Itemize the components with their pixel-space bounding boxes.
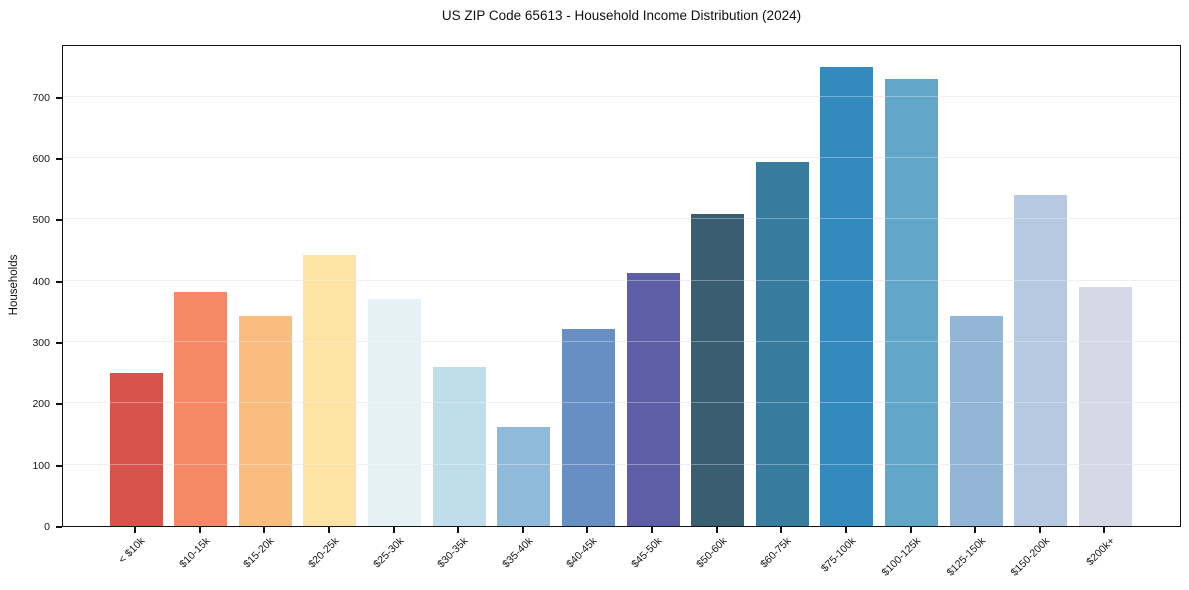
bar--100-125k [885, 78, 939, 526]
y-tick-mark [56, 158, 62, 161]
y-tick-mark [56, 280, 62, 283]
bar--60-75k [755, 161, 809, 526]
bar--40-45k [561, 328, 615, 526]
x-tick-mark [1103, 527, 1106, 533]
x-tick-mark [392, 527, 395, 533]
bar--10-15k [174, 292, 228, 526]
bar--125-150k [949, 315, 1003, 526]
y-tick-label: 600 [32, 153, 50, 166]
x-tick-mark [974, 527, 977, 533]
x-tick-label: < $10k [116, 535, 148, 566]
plot-area [62, 45, 1181, 527]
y-tick-label: 300 [32, 337, 50, 350]
gridline [63, 95, 1180, 97]
y-tick-label: 400 [32, 275, 50, 288]
y-tick-mark [56, 403, 62, 406]
y-tick-mark [56, 342, 62, 345]
gridline [63, 218, 1180, 220]
y-tick-mark [56, 526, 62, 528]
chart-title: US ZIP Code 65613 - Household Income Dis… [441, 8, 802, 23]
bar--10k [109, 372, 163, 526]
x-tick-mark [327, 527, 330, 533]
x-tick-mark [844, 527, 847, 533]
x-tick-label: $50-60k [693, 535, 730, 571]
x-tick-label: $40-45k [564, 535, 600, 571]
x-tick-label: $75-100k [818, 535, 859, 575]
gridline [63, 218, 1180, 220]
y-tick-label: 0 [44, 521, 50, 533]
bar--15-20k [238, 316, 292, 526]
y-tick-label: 200 [32, 398, 50, 411]
x-tick-mark [134, 527, 136, 533]
x-tick-mark [263, 527, 266, 533]
gridline [63, 279, 1180, 281]
bar--150-200k [1014, 195, 1068, 526]
gridline [63, 341, 1180, 343]
x-tick-label: $45-50k [629, 535, 665, 571]
bar--50-60k [691, 214, 745, 526]
x-tick-label: $25-30k [370, 535, 407, 571]
y-tick-mark [56, 219, 62, 222]
y-tick-label: 500 [32, 214, 50, 227]
y-tick-mark [56, 464, 62, 467]
y-tick-mark [56, 96, 62, 99]
x-tick-label: $200k+ [1083, 535, 1117, 569]
gridline [63, 463, 1180, 465]
y-tick-label: 100 [32, 459, 50, 472]
bar--20-25k [303, 254, 357, 526]
gridline [63, 463, 1180, 465]
x-tick-mark [651, 527, 653, 533]
x-tick-mark [198, 527, 201, 533]
bar--25-30k [368, 299, 421, 526]
gridline [63, 95, 1180, 97]
x-tick-mark [715, 527, 718, 533]
x-tick-label: $150-200k [1008, 535, 1053, 579]
x-tick-mark [909, 527, 912, 533]
x-tick-label: $20-25k [306, 535, 342, 571]
x-tick-mark [1038, 527, 1041, 533]
x-tick-label: $125-150k [944, 535, 988, 579]
x-tick-label: $100-125k [879, 535, 924, 579]
gridline [63, 341, 1180, 343]
bar--45-50k [626, 273, 680, 526]
x-tick-label: $60-75k [758, 535, 794, 571]
gridline [63, 402, 1180, 404]
x-tick-label: $30-35k [435, 535, 471, 571]
x-tick-mark [586, 527, 589, 533]
bar--30-35k [432, 366, 486, 526]
gridline [63, 279, 1180, 281]
y-tick-label: 700 [32, 91, 50, 104]
gridline [63, 402, 1180, 404]
bar--200k- [1078, 286, 1132, 526]
gridline [63, 157, 1180, 159]
x-tick-label: $35-40k [499, 535, 536, 571]
bar--35-40k [497, 426, 551, 526]
gridline [63, 157, 1180, 159]
x-tick-mark [780, 527, 783, 533]
bar--75-100k [820, 67, 874, 526]
x-tick-mark [521, 527, 524, 533]
x-tick-label: $15-20k [241, 535, 277, 571]
x-tick-label: $10-15k [176, 535, 213, 571]
x-tick-mark [457, 527, 460, 533]
